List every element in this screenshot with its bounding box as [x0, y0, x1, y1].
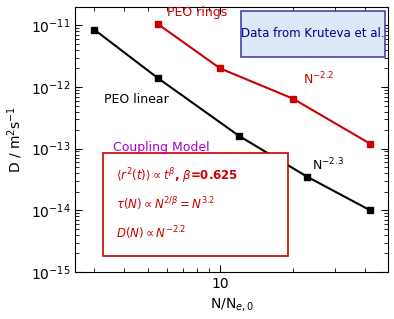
Text: PEO linear: PEO linear	[104, 93, 169, 106]
FancyBboxPatch shape	[104, 152, 288, 256]
Text: $\tau(N) \propto N^{2/\beta} = N^{3.2}$: $\tau(N) \propto N^{2/\beta} = N^{3.2}$	[116, 195, 215, 213]
X-axis label: N/N$_{e,0}$: N/N$_{e,0}$	[210, 296, 254, 314]
Text: N$^{-2.2}$: N$^{-2.2}$	[303, 71, 334, 87]
FancyBboxPatch shape	[241, 11, 385, 57]
Text: Coupling Model: Coupling Model	[113, 141, 210, 154]
Y-axis label: D / m$^2$s$^{-1}$: D / m$^2$s$^{-1}$	[6, 106, 25, 173]
Text: Data from Kruteva et al.: Data from Kruteva et al.	[242, 27, 385, 41]
Text: $\langle r^2(t)\rangle \propto t^{\beta}$, $\beta$=0.625: $\langle r^2(t)\rangle \propto t^{\beta}…	[116, 166, 238, 186]
Text: N$^{-2.3}$: N$^{-2.3}$	[312, 156, 344, 173]
Text: $D(N) \propto N^{-2.2}$: $D(N) \propto N^{-2.2}$	[116, 224, 186, 242]
Text: PEO rings: PEO rings	[167, 6, 227, 19]
